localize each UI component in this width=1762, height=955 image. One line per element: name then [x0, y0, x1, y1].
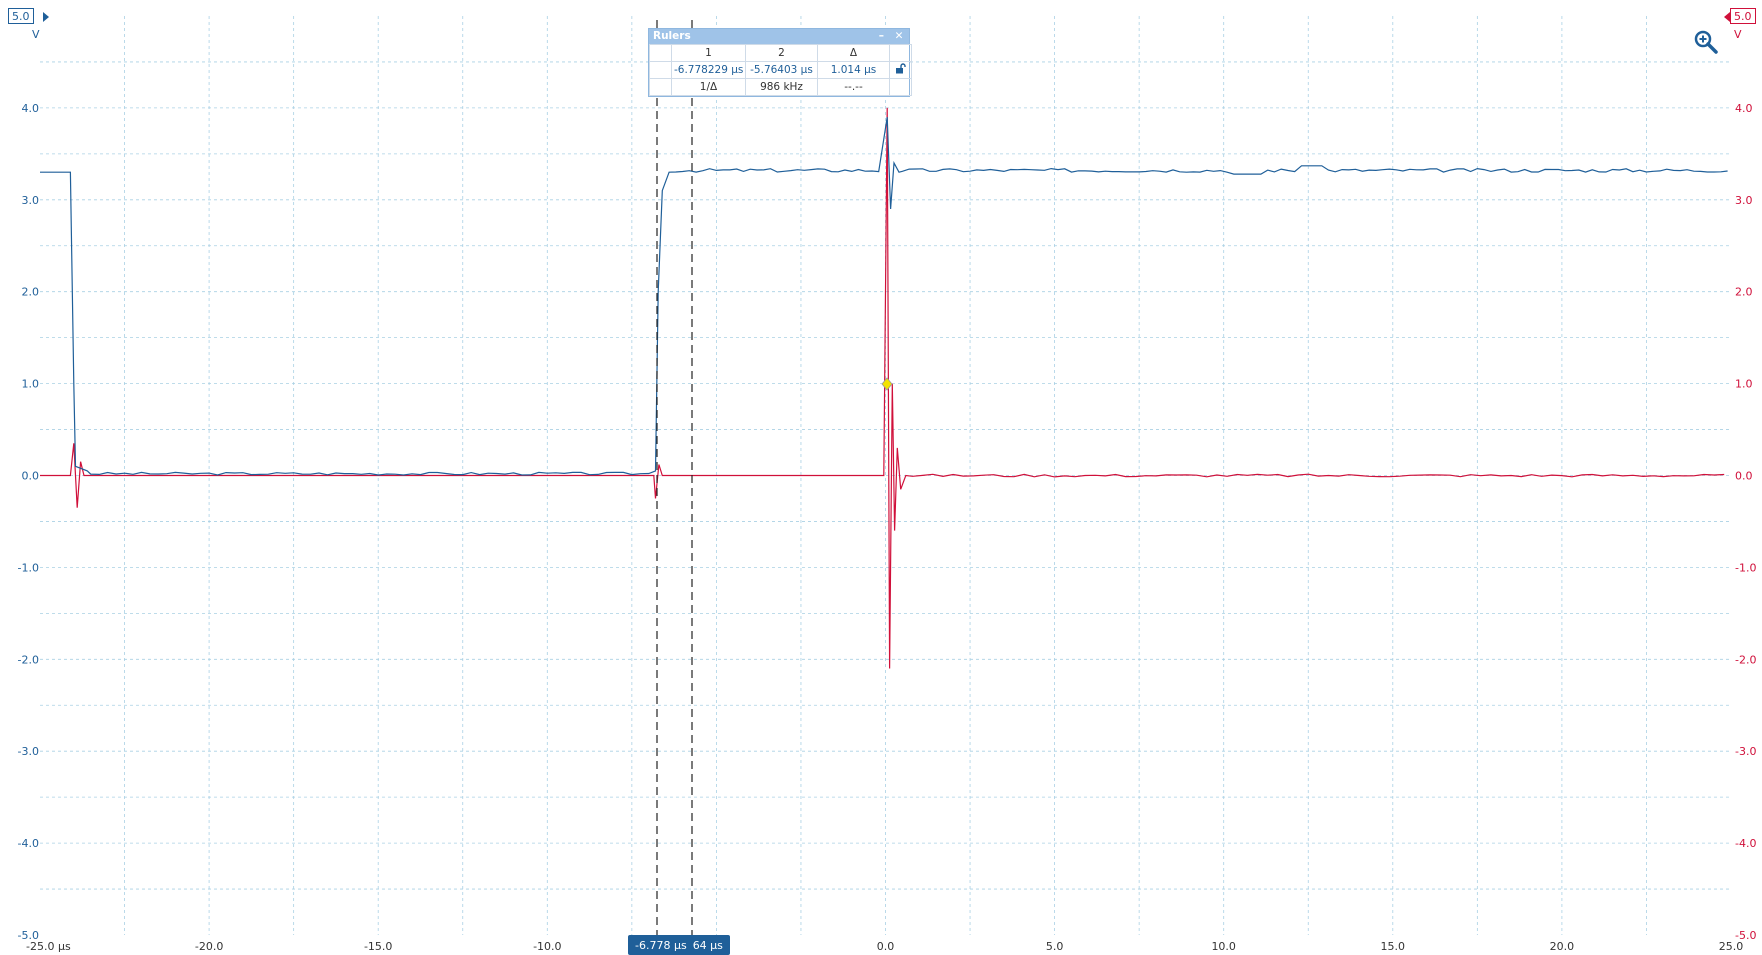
- x-tick: 20.0: [1550, 940, 1575, 953]
- rulers-header-2: 2: [745, 44, 818, 62]
- y-axis-left-ticks: 4.0 3.0 2.0 1.0 0.0 -1.0 -2.0 -3.0 -4.0 -5.0: [18, 102, 39, 942]
- y-tick-right: -1.0: [1735, 561, 1756, 574]
- y-tick-right: 2.0: [1735, 286, 1753, 299]
- y-tick-right: 1.0: [1735, 378, 1753, 391]
- y-tick-left: 1.0: [22, 378, 40, 391]
- ruler-delta-value: 1.014 µs: [817, 61, 890, 79]
- unlocked-icon[interactable]: [889, 61, 912, 79]
- x-tick: -20.0: [195, 940, 223, 953]
- y-tick-left: 3.0: [22, 194, 40, 207]
- rulers-row2-end: [889, 78, 912, 96]
- x-tick: -15.0: [364, 940, 392, 953]
- rulers-titlebar[interactable]: Rulers – ✕: [649, 29, 909, 44]
- x-tick: 5.0: [1046, 940, 1064, 953]
- ruler-1-value: -6.778229 µs: [671, 61, 746, 79]
- x-tick: -10.0: [533, 940, 561, 953]
- left-scale-arrow-icon: [43, 12, 49, 22]
- x-axis-ticks: -25.0 µs -20.0 -15.0 -10.0 0.0 5.0 10.0 15.0 20.…: [26, 940, 1743, 953]
- y-tick-right: -4.0: [1735, 837, 1756, 850]
- ruler-markers[interactable]: -6.778 µs 64 µs: [628, 935, 730, 955]
- rulers-table: 1 2 Δ -6.778229 µs -5.76403 µs 1.014 µs …: [649, 44, 912, 96]
- inverse-delta-label: 1/Δ: [671, 78, 746, 96]
- y-tick-right: -2.0: [1735, 653, 1756, 666]
- rulers-header-1: 1: [671, 44, 746, 62]
- close-icon[interactable]: ✕: [894, 30, 904, 42]
- left-scale-tag[interactable]: 5.0: [8, 8, 34, 24]
- y-axis-right-unit: V: [1734, 28, 1742, 41]
- right-scale-tag[interactable]: 5.0: [1730, 8, 1756, 24]
- rulers-header-delta: Δ: [817, 44, 890, 62]
- y-axis-right-ticks: 4.0 3.0 2.0 1.0 0.0 -1.0 -2.0 -3.0 -4.0 -5.0: [1735, 102, 1756, 942]
- inverse-delta-value: --.--: [817, 78, 890, 96]
- y-tick-right: 3.0: [1735, 194, 1753, 207]
- x-tick: -25.0 µs: [26, 940, 71, 953]
- y-tick-left: 2.0: [22, 286, 40, 299]
- rulers-header-lock: [889, 44, 912, 62]
- ruler-2-value: -5.76403 µs: [745, 61, 818, 79]
- y-tick-left: 4.0: [22, 102, 40, 115]
- y-tick-right: 0.0: [1735, 470, 1753, 483]
- y-tick-left: 0.0: [22, 470, 40, 483]
- y-tick-right: 4.0: [1735, 102, 1753, 115]
- y-tick-left: -4.0: [18, 837, 39, 850]
- ruler-2-marker[interactable]: 64 µs: [692, 938, 723, 952]
- y-tick-right: -5.0: [1735, 929, 1756, 942]
- x-tick: 15.0: [1381, 940, 1406, 953]
- rulers-row2-blank: [649, 78, 672, 96]
- rulers-title: Rulers: [653, 30, 691, 42]
- x-tick: 25.0: [1719, 940, 1744, 953]
- ruler-1-marker[interactable]: -6.778 µs: [635, 938, 687, 952]
- y-tick-left: -5.0: [18, 929, 39, 942]
- minimize-icon[interactable]: –: [878, 30, 884, 42]
- right-scale-arrow-icon: [1724, 12, 1730, 22]
- y-tick-left: -1.0: [18, 561, 39, 574]
- y-axis-left-unit: V: [32, 28, 40, 41]
- y-tick-left: -3.0: [18, 745, 39, 758]
- channel-a-trace: [40, 117, 1728, 476]
- zoom-in-icon[interactable]: [1693, 29, 1719, 55]
- rulers-panel[interactable]: Rulers – ✕ 1 2 Δ -6.778229 µs -5.76403 µ…: [648, 28, 912, 97]
- y-tick-left: -2.0: [18, 653, 39, 666]
- channel-b-trace: [40, 107, 1725, 669]
- rulers-row-blank: [649, 61, 672, 79]
- y-tick-right: -3.0: [1735, 745, 1756, 758]
- trigger-marker[interactable]: [881, 377, 893, 391]
- frequency-value: 986 kHz: [745, 78, 818, 96]
- x-tick: 0.0: [877, 940, 895, 953]
- x-tick: 10.0: [1211, 940, 1236, 953]
- rulers-header-blank: [649, 44, 672, 62]
